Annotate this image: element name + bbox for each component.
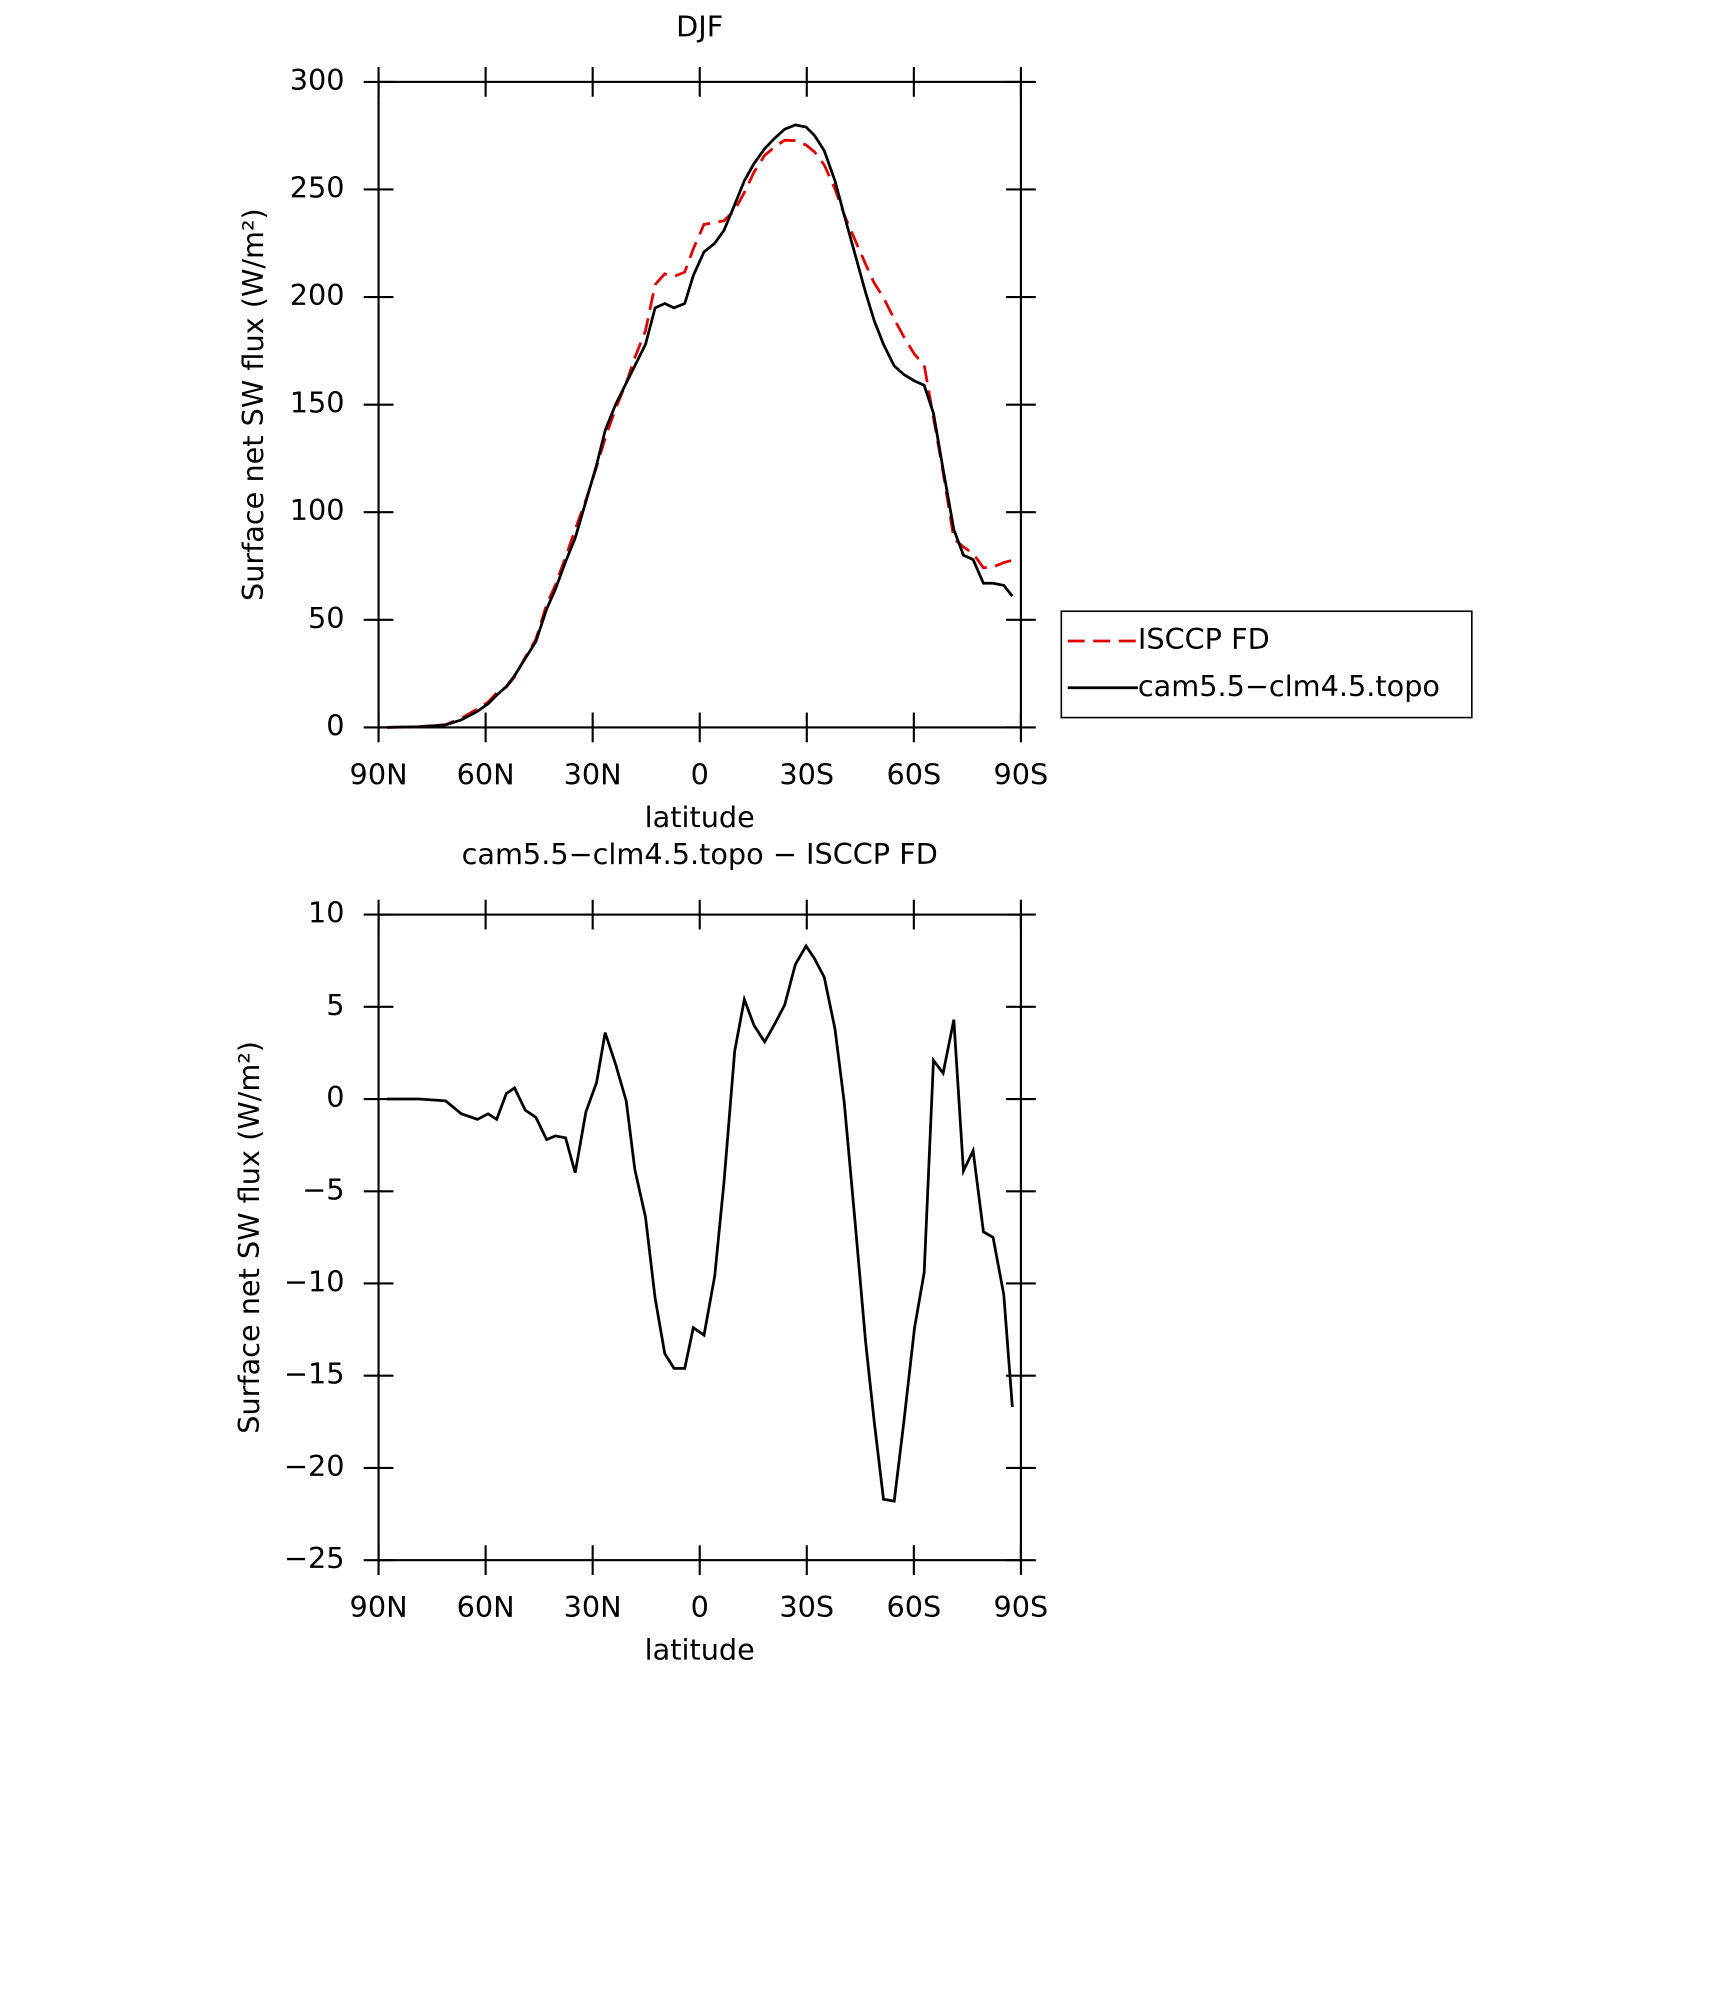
- x-tick-label: 90S: [994, 1590, 1049, 1624]
- plot-frame: [377, 80, 1022, 729]
- y-tick-label: −10: [284, 1264, 345, 1298]
- x-tick-label: 0: [691, 757, 709, 791]
- x-tick-label: 30N: [564, 757, 622, 791]
- x-tick-label: 0: [691, 1590, 709, 1624]
- y-tick-label: 50: [308, 601, 345, 635]
- x-tick-label: 30S: [779, 1590, 834, 1624]
- x-tick-label: 60N: [457, 757, 515, 791]
- y-tick-label: −20: [284, 1449, 345, 1483]
- legend-label: ISCCP FD: [1138, 622, 1270, 656]
- x-axis-label: latitude: [645, 1633, 755, 1667]
- legend-box: [1060, 610, 1473, 719]
- x-tick-label: 60N: [457, 1590, 515, 1624]
- y-tick-label: 5: [326, 988, 344, 1022]
- x-tick-label: 90N: [350, 757, 408, 791]
- x-tick-label: 60S: [886, 757, 941, 791]
- y-tick-label: 300: [290, 63, 345, 97]
- x-tick-label: 60S: [886, 1590, 941, 1624]
- x-tick-label: 90N: [350, 1590, 408, 1624]
- y-tick-label: 0: [326, 1080, 344, 1114]
- y-tick-label: 100: [290, 493, 345, 527]
- y-tick-label: 10: [308, 896, 345, 930]
- y-tick-label: 150: [290, 386, 345, 420]
- legend-label: cam5.5−clm4.5.topo: [1138, 669, 1440, 703]
- y-axis-label: Surface net SW flux (W/m²): [236, 208, 270, 601]
- x-tick-label: 30N: [564, 1590, 622, 1624]
- y-tick-label: 0: [326, 708, 344, 742]
- y-tick-label: 250: [290, 170, 345, 204]
- y-tick-label: −25: [284, 1541, 345, 1575]
- x-tick-label: 90S: [994, 757, 1049, 791]
- data-line: [387, 123, 1014, 729]
- data-line: [387, 138, 1013, 729]
- data-line: [387, 943, 1014, 1503]
- x-axis-label: latitude: [645, 800, 755, 834]
- y-tick-label: 200: [290, 278, 345, 312]
- y-axis-label: Surface net SW flux (W/m²): [232, 1041, 266, 1434]
- chart-title: cam5.5−clm4.5.topo − ISCCP FD: [462, 837, 938, 871]
- chart-title: DJF: [676, 10, 723, 44]
- y-tick-label: −5: [302, 1172, 344, 1206]
- x-tick-label: 30S: [779, 757, 834, 791]
- y-tick-label: −15: [284, 1357, 345, 1391]
